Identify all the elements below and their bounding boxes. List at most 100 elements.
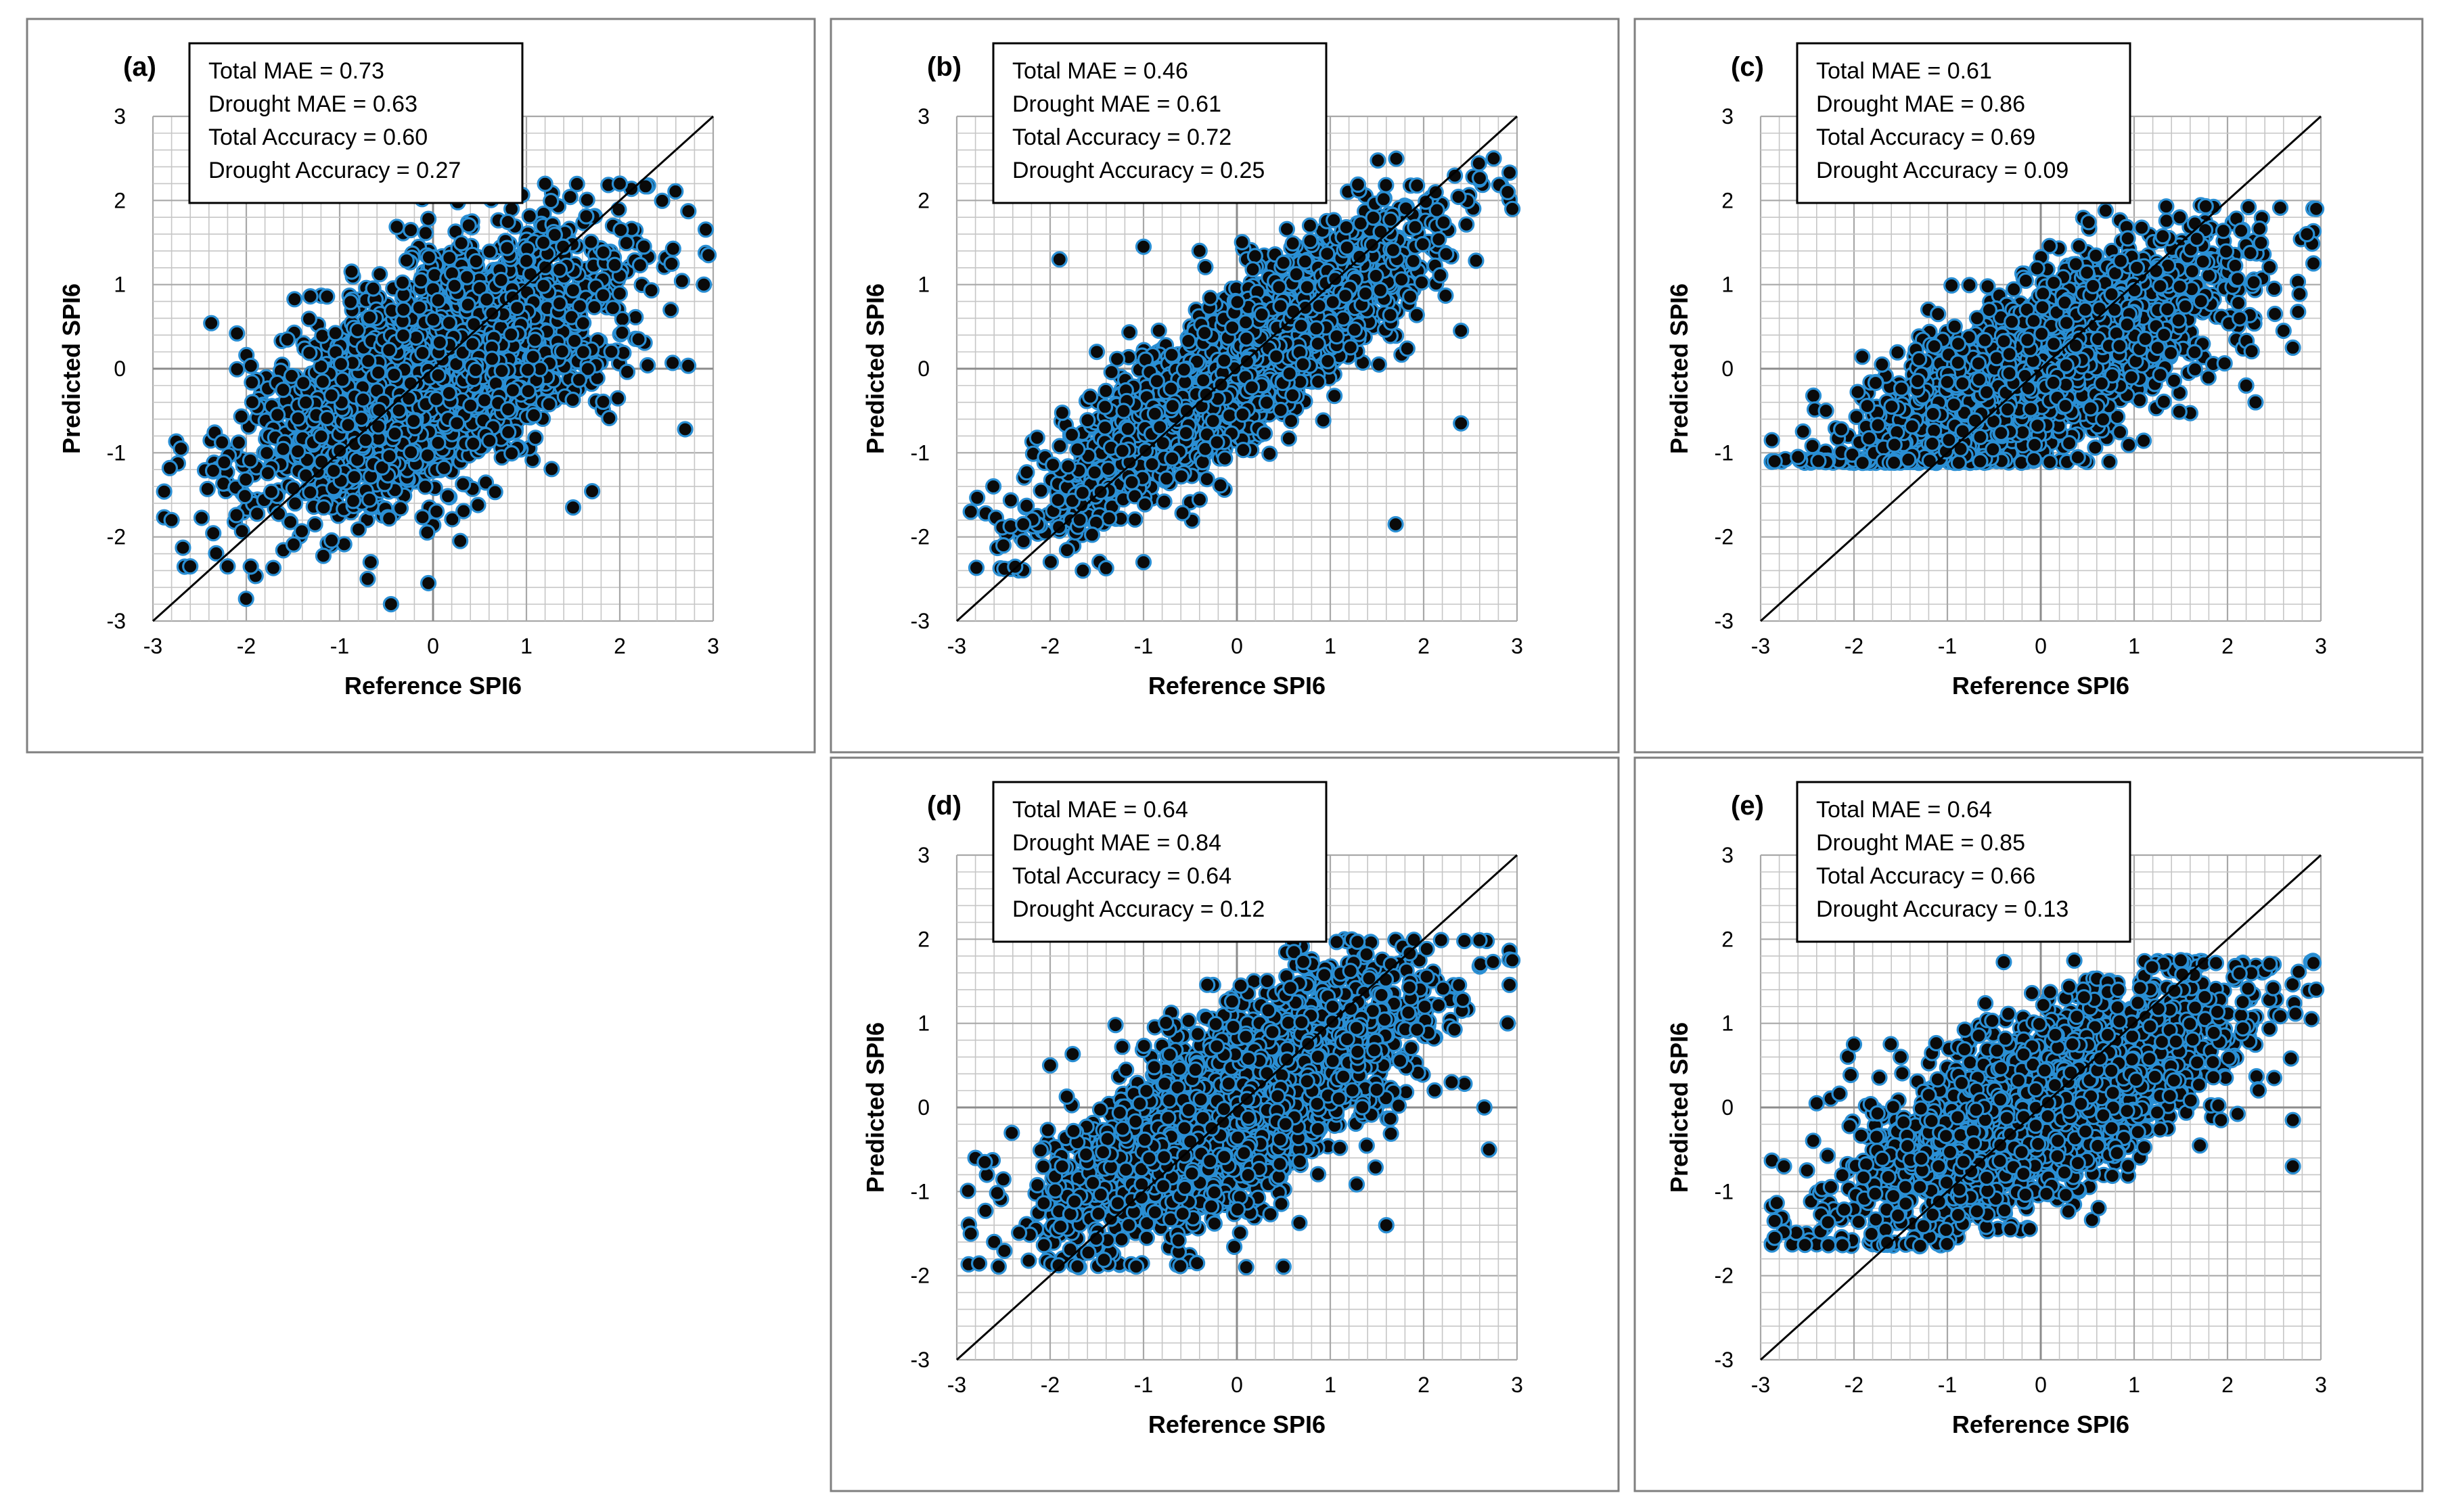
- scatter-point: [175, 539, 191, 556]
- scatter-point: [618, 363, 636, 380]
- scatter-point: [526, 331, 543, 348]
- scatter-point: [233, 408, 250, 425]
- scatter-point: [1458, 216, 1475, 233]
- scatter-point: [1438, 246, 1455, 262]
- y-tick-label: -3: [107, 609, 126, 633]
- scatter-point: [334, 371, 351, 388]
- scatter-point: [1349, 176, 1367, 193]
- scatter-point: [466, 316, 482, 333]
- scatter-point: [574, 315, 591, 331]
- scatter-point: [327, 325, 344, 342]
- scatter-point: [455, 476, 472, 492]
- scatter-point: [1197, 258, 1214, 275]
- stats-line: Drought MAE = 0.63: [208, 91, 417, 117]
- scatter-point: [1018, 464, 1035, 481]
- scatter-point: [631, 256, 649, 274]
- scatter-point: [163, 511, 180, 528]
- scatter-point: [439, 488, 457, 505]
- y-tick-label: 0: [114, 357, 126, 381]
- scatter-point: [1246, 248, 1264, 265]
- scatter-point: [342, 294, 359, 311]
- scatter-point: [265, 559, 282, 576]
- scatter-point: [1414, 274, 1430, 291]
- scatter-point: [216, 454, 233, 471]
- scatter-point: [493, 271, 510, 288]
- scatter-point: [1278, 221, 1296, 237]
- scatter-point: [319, 409, 336, 427]
- scatter-point: [1256, 425, 1273, 442]
- scatter-point: [230, 434, 247, 451]
- scatter-point: [407, 329, 425, 346]
- scatter-point: [654, 192, 671, 209]
- scatter-point: [314, 373, 332, 390]
- scatter-point: [346, 469, 363, 486]
- scatter-point: [452, 532, 469, 549]
- scatter-point: [499, 239, 516, 256]
- scatter-point: [431, 334, 449, 351]
- scatter-point: [297, 394, 314, 411]
- scatter-point: [428, 503, 445, 520]
- scatter-point: [680, 203, 697, 220]
- scatter-point: [386, 425, 403, 442]
- scatter-point: [228, 507, 245, 524]
- scatter-point: [1058, 541, 1076, 559]
- scatter-point: [349, 321, 366, 339]
- scatter-point: [564, 282, 582, 299]
- scatter-point: [460, 217, 477, 234]
- scatter-point: [315, 499, 332, 516]
- scatter-point: [579, 191, 595, 208]
- scatter-point: [1301, 217, 1319, 234]
- scatter-point: [290, 442, 307, 460]
- scatter-point: [325, 462, 342, 480]
- scatter-point: [244, 374, 261, 391]
- scatter-point: [481, 432, 498, 449]
- y-tick-label: 3: [114, 104, 126, 129]
- scatter-point: [564, 499, 582, 516]
- scatter-point: [219, 558, 236, 575]
- scatter-point: [679, 357, 697, 374]
- scatter-point: [467, 361, 484, 379]
- scatter-point: [635, 238, 652, 255]
- scatter-point: [1100, 460, 1117, 478]
- scatter-point: [595, 287, 612, 304]
- scatter-point: [696, 276, 713, 293]
- scatter-point: [205, 525, 222, 542]
- scatter-point: [519, 361, 537, 378]
- scatter-point: [667, 183, 684, 200]
- scatter-point: [453, 235, 470, 252]
- x-axis-title: Reference SPI6: [344, 672, 522, 700]
- scatter-point: [610, 201, 627, 218]
- scatter-point: [156, 483, 173, 500]
- scatter-point: [697, 221, 715, 238]
- y-tick-label: -2: [107, 525, 126, 549]
- scatter-point: [614, 324, 631, 341]
- scatter-point: [1156, 493, 1173, 510]
- scatter-point: [518, 252, 535, 269]
- scatter-point: [371, 401, 388, 419]
- scatter-point: [1408, 306, 1425, 323]
- scatter-point: [297, 467, 315, 484]
- scatter-point: [405, 413, 422, 430]
- scatter-point: [390, 402, 407, 419]
- scatter-point: [603, 343, 620, 360]
- scatter-point: [562, 189, 579, 206]
- scatter-point: [199, 480, 216, 497]
- scatter-point: [370, 364, 387, 381]
- x-tick-label: -3: [143, 634, 162, 658]
- scatter-point: [332, 442, 348, 459]
- scatter-point: [417, 478, 434, 495]
- scatter-point: [476, 392, 493, 409]
- scatter-point: [392, 500, 409, 517]
- scatter-point: [381, 448, 398, 465]
- scatter-point: [436, 459, 453, 476]
- scatter-point: [381, 342, 398, 359]
- scatter-point: [301, 344, 318, 361]
- scatter-point: [1018, 497, 1035, 514]
- scatter-point: [1234, 233, 1250, 251]
- scatter-point: [295, 375, 312, 392]
- scatter-point: [380, 510, 398, 527]
- scatter-point: [541, 396, 558, 413]
- scatter-point: [1015, 532, 1032, 550]
- scatter-point: [419, 524, 436, 541]
